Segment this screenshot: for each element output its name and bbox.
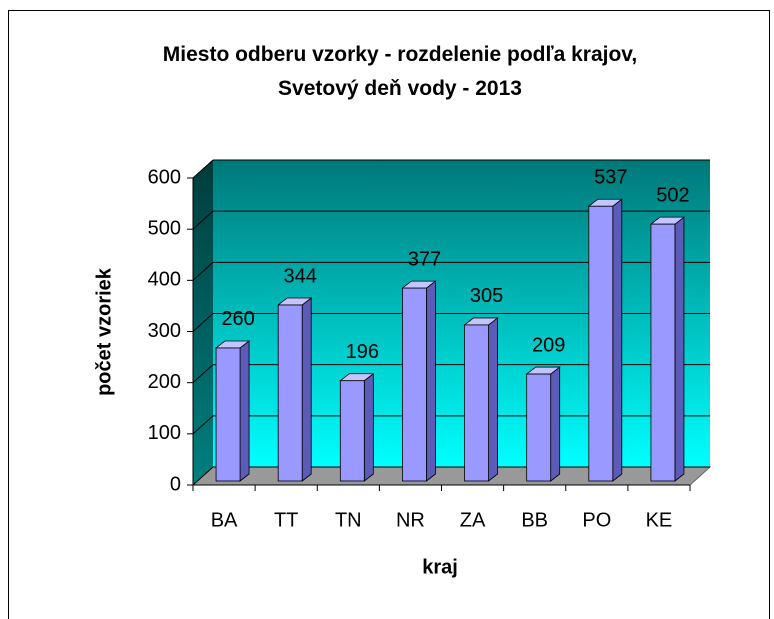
grid-line-side xyxy=(192,415,214,435)
bar-side xyxy=(550,366,561,482)
bar xyxy=(464,324,489,482)
bar xyxy=(215,347,241,482)
bar xyxy=(402,287,427,482)
y-tick-label: 0 xyxy=(170,473,181,495)
grid-line-side xyxy=(192,364,214,384)
y-tick-label: 400 xyxy=(148,269,181,291)
grid-line-side xyxy=(192,466,214,486)
value-label: 537 xyxy=(594,167,627,189)
bar xyxy=(277,304,303,482)
value-label: 305 xyxy=(470,285,503,307)
x-tick-label: KE xyxy=(646,509,673,531)
bar-side xyxy=(488,317,498,482)
x-axis-label: kraj xyxy=(422,556,458,578)
x-tick-label: PO xyxy=(582,509,611,531)
bar-side xyxy=(426,280,436,482)
value-label: 196 xyxy=(346,341,379,363)
y-tick-label: 300 xyxy=(148,320,181,342)
value-label: 209 xyxy=(532,334,565,356)
y-tick-label: 600 xyxy=(148,166,181,188)
x-tick-label: BA xyxy=(211,509,238,531)
bar xyxy=(588,205,614,482)
y-tick-label: 100 xyxy=(148,422,181,444)
value-label: 344 xyxy=(284,265,317,287)
y-tick-label: 200 xyxy=(148,371,181,393)
bar xyxy=(650,223,676,482)
x-tick-label: ZA xyxy=(460,509,486,531)
grid-line-side xyxy=(192,261,214,281)
x-tick-label: TT xyxy=(274,509,298,531)
value-label: 377 xyxy=(408,248,441,270)
y-axis-label: počet vzoriek xyxy=(93,267,115,396)
bar xyxy=(526,373,552,482)
value-label: 502 xyxy=(656,184,689,206)
x-tick-label: TN xyxy=(335,509,362,531)
bar xyxy=(339,380,365,482)
y-tick-label: 500 xyxy=(148,217,181,239)
chart-title: Miesto odberu vzorky - rozdelenie podľa … xyxy=(162,43,638,100)
bar-side xyxy=(612,198,623,482)
x-tick-label: NR xyxy=(396,509,425,531)
grid-line-side xyxy=(192,210,214,230)
bar-side xyxy=(301,297,312,482)
bar-side xyxy=(239,340,250,482)
frame xyxy=(8,10,770,619)
bar-side xyxy=(363,372,374,482)
value-label: 260 xyxy=(221,308,254,330)
grid-line-side xyxy=(192,313,214,332)
floor xyxy=(191,466,712,486)
grid-line-side xyxy=(192,159,214,179)
bar-side xyxy=(674,216,685,482)
x-tick-label: BB xyxy=(521,509,548,531)
